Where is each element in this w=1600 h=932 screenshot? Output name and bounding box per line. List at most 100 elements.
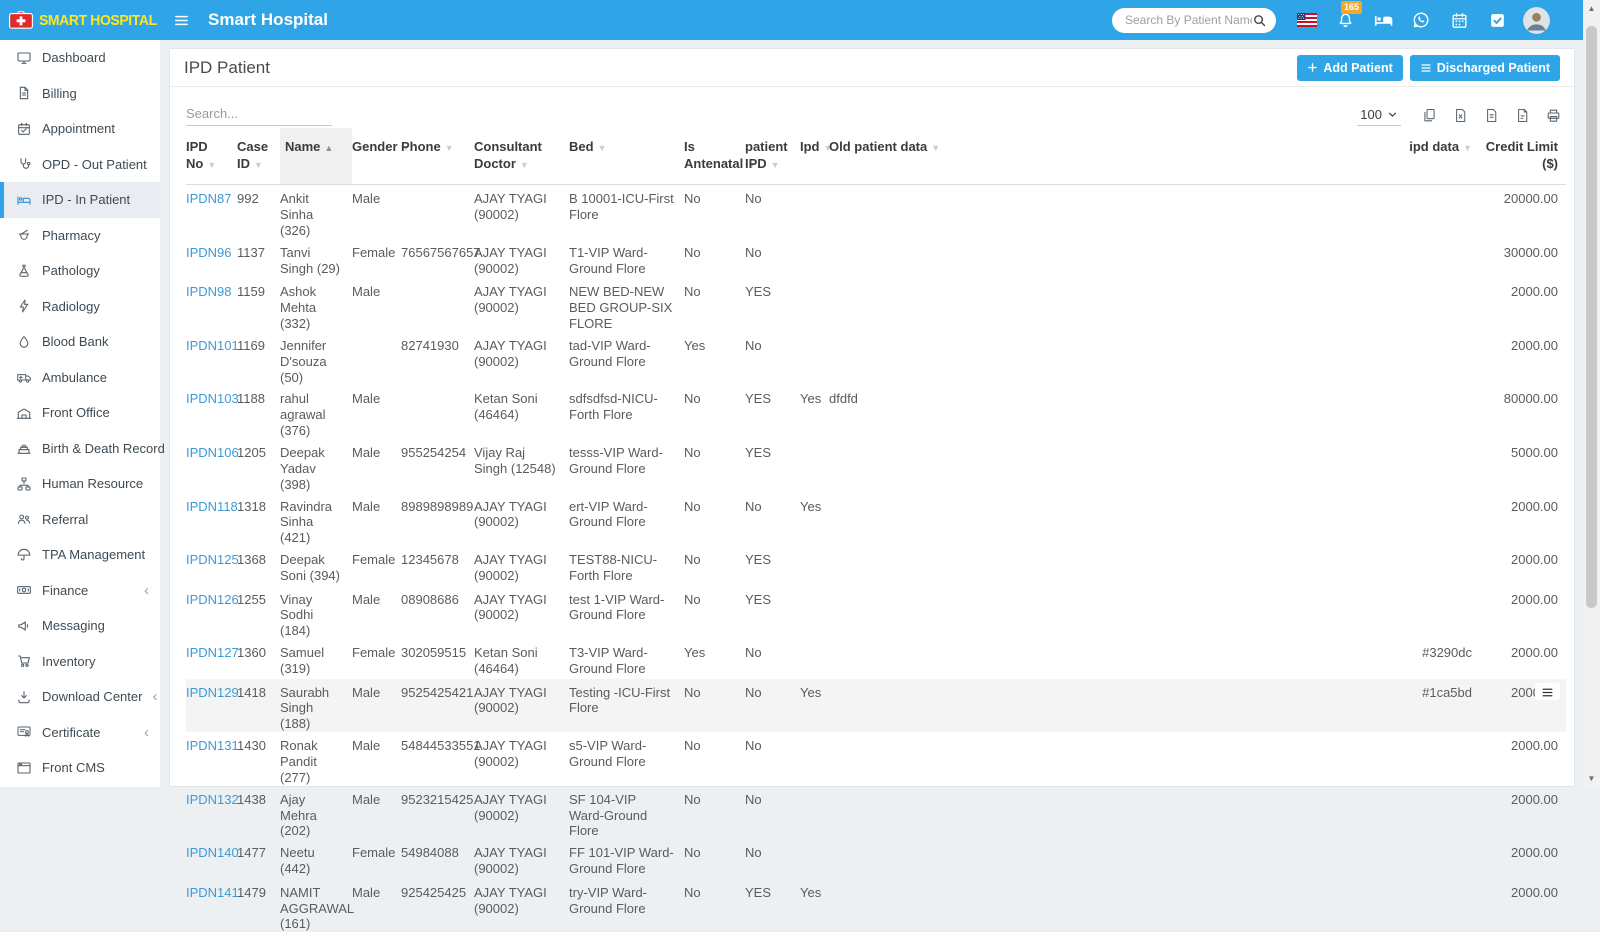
scrollbar-thumb[interactable] (1586, 26, 1597, 608)
sidebar-item-tpa-management[interactable]: TPA Management (0, 537, 160, 573)
certificate-icon (16, 724, 32, 740)
excel-export-icon[interactable] (1452, 107, 1469, 124)
table-header-row: IPD No ▼ Case ID ▼ Name ▲ Gender ▼ Phone ▼ Consult… (186, 128, 1566, 186)
sidebar-item-ambulance[interactable]: Ambulance (0, 360, 160, 396)
sidebar-item-certificate[interactable]: Certificate ‹ (0, 715, 160, 751)
table-row[interactable]: IPDN140 1477 Neetu (442) Female 54984088 AJAY… (186, 845, 1558, 877)
column-header-patient-ipd[interactable]: patient IPD ▼ (745, 128, 800, 186)
ipd-no-link[interactable]: IPDN132 (186, 791, 239, 807)
sidebar-item-appointment[interactable]: Appointment (0, 111, 160, 147)
ipd-no-link[interactable]: IPDN125 (186, 552, 239, 568)
ipd-no-link[interactable]: IPDN98 (186, 284, 232, 300)
print-export-icon[interactable] (1545, 107, 1562, 124)
sidebar-item-dashboard[interactable]: Dashboard (0, 40, 160, 76)
sidebar-item-messaging[interactable]: Messaging (0, 608, 160, 644)
csv-export-icon[interactable] (1483, 107, 1500, 124)
tasks-check-icon[interactable] (1478, 0, 1516, 40)
patient-search-input[interactable] (1125, 13, 1252, 27)
sidebar-item-opd-out-patient[interactable]: OPD - Out Patient (0, 147, 160, 183)
ipd-no-link[interactable]: IPDN87 (186, 191, 232, 207)
table-row[interactable]: IPDN126 1255 Vinay Sodhi (184) Male 08908686… (186, 591, 1558, 639)
table-row[interactable]: IPDN98 1159 Ashok Mehta (332) Male AJAY TYAG… (186, 284, 1558, 331)
ipd-no-link[interactable]: IPDN127 (186, 645, 239, 661)
pdf-export-icon[interactable] (1514, 107, 1531, 124)
ipd-no-link[interactable]: IPDN126 (186, 591, 239, 607)
opd-icon (16, 156, 32, 172)
ipd-no-link[interactable]: IPDN101 (186, 337, 239, 353)
table-row[interactable]: IPDN129 1418 Saurabh Singh (188) Male 952542… (186, 678, 1566, 733)
table-row[interactable]: IPDN96 1137 Tanvi Singh (29) Female 76567567… (186, 244, 1558, 276)
table-row[interactable]: IPDN101 1169 Jennifer D'souza (50) 82741930… (186, 337, 1558, 385)
table-row[interactable]: IPDN125 1368 Deepak Soni (394) Female 123456… (186, 552, 1558, 584)
column-header-consultant-doctor[interactable]: Consultant Doctor ▼ (474, 128, 569, 186)
column-header-is-antenatal[interactable]: Is Antenatal ▼ (684, 128, 756, 186)
column-header-phone[interactable]: Phone ▼ (401, 128, 474, 186)
column-header-old-patient-data[interactable]: Old patient data ▼ (829, 128, 1400, 186)
calendar-icon[interactable] (1440, 0, 1478, 40)
table-row[interactable]: IPDN106 1205 Deepak Yadav (398) Male 9552542… (186, 445, 1558, 492)
column-header-name[interactable]: Name ▲ (280, 128, 352, 186)
whatsapp-icon[interactable] (1402, 0, 1440, 40)
sidebar-item-front-cms[interactable]: Front CMS (0, 750, 160, 786)
sidebar-item-referral[interactable]: Referral (0, 502, 160, 538)
brand-logo[interactable]: SMART HOSPITAL (0, 11, 160, 29)
ipd-no-link[interactable]: IPDN96 (186, 244, 232, 260)
table-row[interactable]: IPDN131 1430 Ronak Pandit (277) Male 5484453… (186, 738, 1558, 785)
top-navbar: SMART HOSPITAL Smart Hospital 165 (0, 0, 1600, 40)
app-title: Smart Hospital (208, 10, 328, 29)
scrollbar-down-arrow[interactable]: ▼ (1587, 774, 1596, 783)
sidebar-item-label: Human Resource (42, 476, 144, 492)
table-row[interactable]: IPDN127 1360 Samuel (319) Female 302059515 Ke… (186, 645, 1558, 676)
table-row[interactable]: IPDN118 1318 Ravindra Sinha (421) Male 89898… (186, 498, 1558, 546)
page-length-select[interactable]: 100 (1357, 105, 1401, 126)
table-row[interactable]: IPDN132 1438 Ajay Mehra (202) Male 952321542… (186, 791, 1558, 839)
sidebar-item-download-center[interactable]: Download Center ‹ (0, 679, 160, 715)
ipd-no-link[interactable]: IPDN129 (186, 684, 239, 700)
sidebar-item-label: Certificate (42, 724, 101, 740)
column-header-gender[interactable]: Gender ▼ (352, 128, 410, 186)
ipd-no-link[interactable]: IPDN118 (186, 498, 238, 514)
column-header-ipd[interactable]: Ipd ▼ (800, 128, 832, 186)
sidebar-item-front-office[interactable]: Front Office (0, 395, 160, 431)
column-header-bed[interactable]: Bed ▼ (569, 128, 684, 186)
table-row[interactable]: IPDN141 1479 NAMIT AGGRAWAL (161) Male 92542… (186, 884, 1558, 932)
sidebar-item-inventory[interactable]: Inventory (0, 644, 160, 680)
chevron-left-icon: ‹ (152, 688, 158, 706)
sidebar-item-pathology[interactable]: Pathology (0, 253, 160, 289)
sidebar-item-radiology[interactable]: Radiology (0, 289, 160, 325)
search-icon[interactable] (1252, 13, 1267, 28)
sidebar-item-billing[interactable]: Billing (0, 76, 160, 112)
add-patient-button[interactable]: Add Patient (1297, 54, 1403, 81)
bed-status-icon[interactable] (1364, 0, 1402, 40)
language-flag-icon[interactable] (1288, 0, 1326, 40)
ipd-no-link[interactable]: IPDN103 (186, 391, 239, 407)
sidebar-item-pharmacy[interactable]: Pharmacy (0, 218, 160, 254)
sidebar-item-birth-death-record[interactable]: Birth & Death Record‹ (0, 431, 180, 467)
ipd-no-link[interactable]: IPDN131 (186, 738, 239, 754)
sidebar-toggle-hamburger-icon[interactable] (166, 5, 196, 35)
row-actions-menu-icon[interactable] (1535, 682, 1560, 700)
copy-export-icon[interactable] (1421, 107, 1438, 124)
page-title: IPD Patient (184, 57, 270, 77)
sidebar-item-label: Blood Bank (42, 334, 109, 350)
scrollbar-up-arrow[interactable]: ▲ (1587, 4, 1596, 13)
ipd-no-link[interactable]: IPDN140 (186, 845, 239, 861)
notifications-bell-icon[interactable]: 165 (1326, 0, 1364, 40)
discharged-patient-button[interactable]: Discharged Patient (1409, 54, 1560, 81)
dashboard-icon (16, 50, 32, 66)
sidebar-item-finance[interactable]: Finance ‹ (0, 573, 160, 609)
ipd-no-link[interactable]: IPDN141 (186, 884, 239, 900)
table-row[interactable]: IPDN87 992 Ankit Sinha (326) Male AJAY TYAGI… (186, 191, 1558, 239)
sidebar-item-blood-bank[interactable]: Blood Bank (0, 324, 160, 360)
column-header-ipd-no[interactable]: IPD No ▼ (186, 128, 237, 186)
sidebar-item-ipd-in-patient[interactable]: IPD - In Patient (0, 182, 160, 218)
table-search-input[interactable] (186, 103, 332, 126)
table-row[interactable]: IPDN103 1188 rahul agrawal (376) Male Ketan … (186, 391, 1558, 439)
sidebar-item-human-resource[interactable]: Human Resource (0, 466, 160, 502)
chevron-left-icon: ‹ (144, 723, 149, 741)
user-avatar[interactable] (1516, 0, 1556, 40)
ipd-no-link[interactable]: IPDN106 (186, 445, 239, 461)
column-header-ipd-data[interactable]: ipd data ▼ (1400, 128, 1480, 186)
page-scrollbar[interactable]: ▲ ▼ (1583, 0, 1600, 787)
column-header-case-id[interactable]: Case ID ▼ (237, 128, 280, 186)
